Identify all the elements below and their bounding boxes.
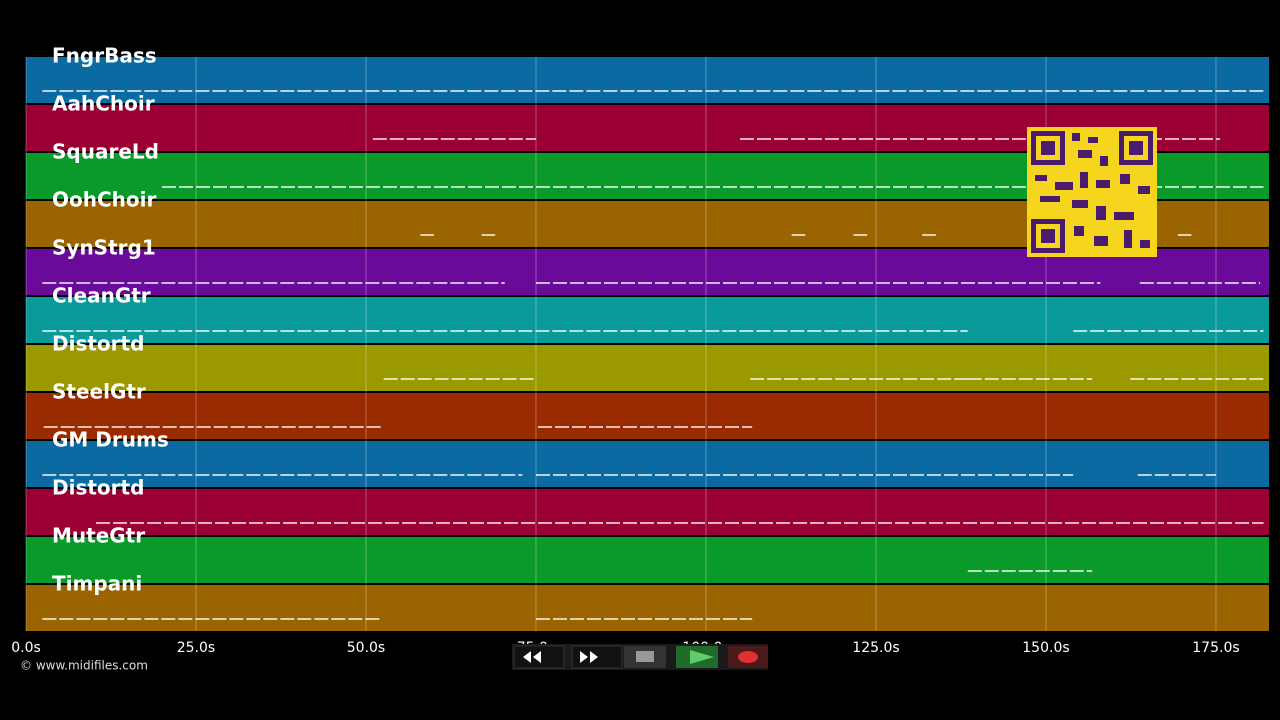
track-row — [26, 585, 1269, 631]
track-row — [26, 441, 1269, 487]
track-name: MuteGtr — [52, 524, 145, 548]
time-tick-label: 50.0s — [347, 640, 385, 656]
track-name: Timpani — [52, 572, 142, 596]
time-tick-label: 0.0s — [11, 640, 41, 656]
track-name: AahChoir — [52, 92, 155, 116]
track-row — [26, 345, 1269, 391]
track-row — [26, 393, 1269, 439]
track-name: SquareLd — [52, 140, 159, 164]
track-row — [26, 297, 1269, 343]
time-tick-label: 150.0s — [1022, 640, 1069, 656]
track-row — [26, 537, 1269, 583]
track-name: SteelGtr — [52, 380, 146, 404]
copyright: © www.midifiles.com — [20, 659, 148, 673]
time-tick-label: 125.0s — [852, 640, 899, 656]
track-name: FngrBass — [52, 44, 157, 68]
stop-button[interactable] — [624, 646, 666, 668]
qr-code — [1027, 127, 1157, 257]
record-button[interactable] — [728, 646, 768, 668]
time-tick-label: 25.0s — [177, 640, 215, 656]
rewind-button[interactable] — [513, 645, 565, 669]
track-name: Distortd — [52, 332, 144, 356]
fast-forward-button[interactable] — [571, 645, 623, 669]
track-name: GM Drums — [52, 428, 169, 452]
track-row — [26, 489, 1269, 535]
track-name: Distortd — [52, 476, 144, 500]
track-name: OohChoir — [52, 188, 156, 212]
time-tick-label: 175.0s — [1192, 640, 1239, 656]
track-row — [26, 57, 1269, 103]
play-button[interactable] — [676, 646, 718, 668]
track-name: CleanGtr — [52, 284, 151, 308]
track-name: SynStrg1 — [52, 236, 156, 260]
transport-controls — [512, 644, 768, 670]
